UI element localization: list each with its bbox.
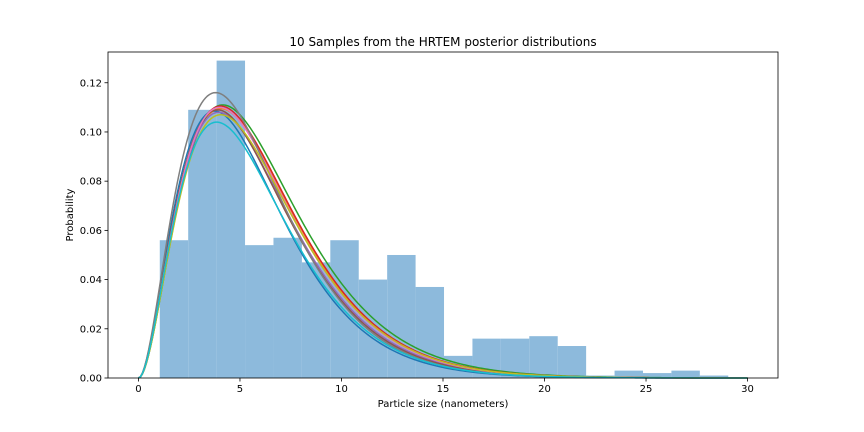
x-tick-label: 25 [640, 384, 653, 395]
y-tick-label: 0.10 [80, 127, 102, 138]
x-tick-label: 10 [335, 384, 348, 395]
histogram-bar-13 [529, 336, 558, 378]
x-tick-label: 20 [538, 384, 551, 395]
y-tick-label: 0.06 [80, 226, 102, 237]
histogram-bar-16 [614, 370, 643, 378]
y-axis-ticks: 0.00 0.02 0.04 0.06 0.08 0.10 0.12 [80, 78, 108, 385]
histogram-bar-8 [387, 254, 416, 378]
histogram-bars [159, 60, 729, 378]
x-axis-ticks: 0 5 10 15 20 25 30 [135, 378, 754, 395]
histogram-bar-4 [273, 237, 302, 378]
y-tick-label: 0.12 [80, 78, 102, 89]
histogram-bar-17 [642, 373, 672, 378]
x-tick-label: 5 [237, 384, 243, 395]
histogram-bar-3 [245, 245, 274, 378]
x-tick-label: 30 [741, 384, 754, 395]
y-tick-label: 0.04 [80, 275, 102, 286]
y-tick-label: 0.00 [80, 374, 102, 385]
x-tick-label: 0 [135, 384, 141, 395]
y-tick-label: 0.08 [80, 177, 102, 188]
y-axis-label: Probability [65, 188, 76, 241]
histogram-bar-18 [671, 370, 700, 378]
x-tick-label: 15 [437, 384, 450, 395]
histogram-bar-14 [557, 346, 587, 378]
histogram-bar-19 [699, 375, 729, 378]
x-axis-label: Particle size (nanometers) [378, 399, 509, 410]
chart-title: 10 Samples from the HRTEM posterior dist… [289, 35, 596, 49]
y-tick-label: 0.02 [80, 324, 102, 335]
histogram-bar-1 [188, 109, 217, 378]
